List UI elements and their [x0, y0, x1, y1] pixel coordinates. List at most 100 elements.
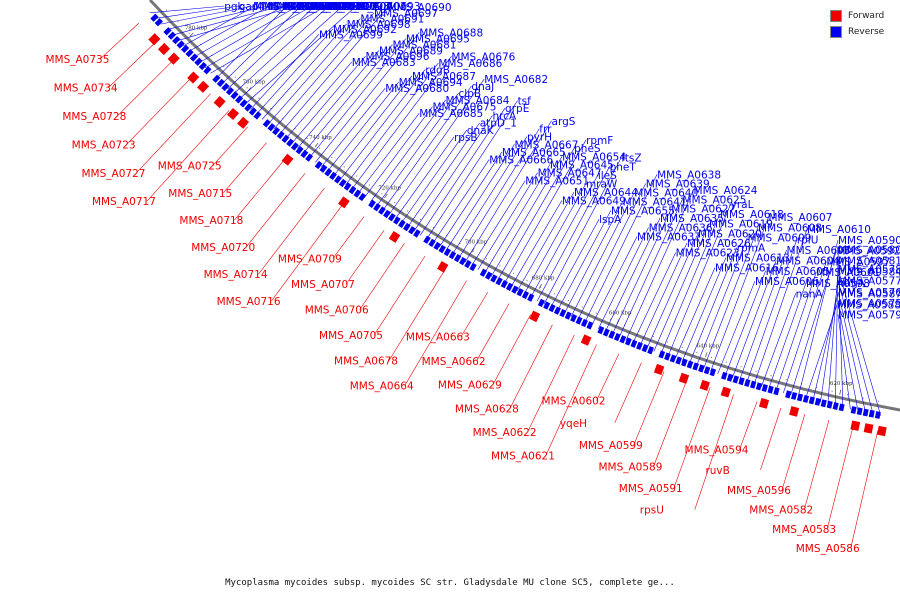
gene-label: MMS_A0636 — [649, 222, 713, 234]
reverse-feature — [358, 192, 367, 202]
gene-label: MMS_A0678 — [334, 356, 398, 368]
gene-label: MMS_A0690 — [388, 2, 452, 14]
gene-label: MMS_A0581 — [838, 255, 900, 267]
minor-tick — [234, 76, 236, 78]
gene-label: MMS_A0667 — [514, 139, 578, 151]
label-leader-line — [345, 229, 385, 285]
gene-label: MMS_A0666 — [489, 154, 553, 166]
reverse-feature — [393, 216, 401, 225]
label-leader-line — [333, 75, 413, 177]
label-leader-line — [760, 407, 782, 471]
label-leader-line — [790, 250, 837, 396]
reverse-feature — [343, 182, 352, 191]
label-leader-line — [357, 113, 420, 195]
label-leader-line — [477, 172, 538, 270]
gene-label: dnaJ — [471, 81, 494, 93]
gene-label: MMS_A0589 — [598, 462, 662, 474]
reverse-feature — [548, 303, 556, 313]
minor-tick — [847, 394, 849, 396]
label-leader-line — [781, 414, 806, 491]
reverse-feature — [469, 262, 477, 272]
reverse-feature — [773, 387, 780, 396]
label-leader-line — [557, 210, 612, 311]
label-leader-line — [267, 18, 361, 125]
gene-label: MMS_A0700 — [329, 1, 393, 13]
minor-tick — [595, 312, 597, 314]
label-leader-line — [108, 41, 157, 88]
reverse-feature — [198, 61, 207, 71]
minor-tick — [223, 65, 225, 67]
minor-tick — [553, 293, 555, 295]
label-leader-line — [117, 59, 175, 117]
reverse-feature — [613, 332, 621, 342]
label-leader-line — [187, 5, 270, 53]
label-leader-line — [667, 203, 731, 357]
reverse-feature — [180, 44, 190, 53]
label-leader-line — [827, 271, 839, 405]
reverse-feature — [553, 306, 561, 315]
reverse-feature — [338, 178, 347, 188]
tick-mark — [314, 142, 319, 148]
reverse-feature — [686, 360, 694, 369]
gene-label: MMS_A0647 — [538, 168, 602, 180]
forward-feature — [388, 231, 401, 243]
label-leader-line — [458, 128, 540, 259]
label-leader-line — [438, 151, 503, 248]
gene-label: MMS_A0616 — [715, 262, 779, 274]
reverse-feature — [802, 394, 809, 403]
tick-mark — [839, 389, 842, 395]
tick-label: 740 kbp — [309, 135, 332, 141]
label-leader-line — [351, 56, 452, 190]
reverse-feature — [225, 87, 235, 96]
gene-label: MMS_A0590 — [838, 235, 900, 247]
gene-label: MMS_A0693 — [356, 1, 420, 13]
reverse-feature — [185, 49, 194, 58]
gene-label: MMS_A0686 — [438, 58, 502, 70]
gene-label: MMS_A0578 — [838, 264, 900, 276]
label-leader-line — [724, 270, 766, 377]
reverse-feature — [348, 185, 357, 195]
label-leader-line — [484, 164, 551, 274]
gene-label: MMS_A0649 — [562, 196, 626, 208]
label-leader-line — [303, 44, 393, 154]
gene-label: MMS_A0602 — [542, 396, 606, 408]
label-leader-line — [476, 303, 510, 361]
forward-feature — [148, 33, 161, 46]
minor-tick — [785, 379, 787, 381]
gene-label: MMS_A0718 — [179, 215, 243, 227]
reverse-feature — [248, 107, 257, 116]
reverse-feature — [286, 138, 295, 147]
label-leader-line — [527, 334, 575, 433]
gene-label: MMS_A0735 — [45, 54, 109, 66]
reverse-feature — [868, 409, 875, 418]
minor-tick — [433, 227, 435, 229]
gene-label: MMS_A0712 — [284, 1, 348, 13]
label-leader-line — [234, 158, 286, 221]
label-leader-line — [695, 237, 748, 367]
minor-tick — [567, 300, 569, 302]
label-leader-line — [199, 5, 299, 63]
gene-label: MMS_A0682 — [484, 74, 548, 86]
label-leader-line — [543, 157, 622, 305]
reverse-feature — [490, 274, 498, 283]
tick-mark — [189, 32, 194, 37]
gene-label: MMS_A0608 — [758, 222, 822, 234]
gene-label: dnaK — [467, 125, 495, 137]
tick-label: 660 kbp — [609, 311, 632, 317]
gene-label: MMS_A0664 — [350, 381, 414, 393]
minor-tick — [420, 218, 422, 220]
reverse-feature — [630, 339, 638, 348]
label-leader-line — [419, 107, 506, 236]
reverse-feature — [575, 316, 583, 325]
gene-label: MMS_A0603 — [787, 245, 851, 257]
reverse-feature — [709, 368, 717, 377]
label-leader-line — [797, 239, 839, 398]
minor-tick — [609, 318, 611, 320]
minor-tick — [526, 279, 528, 281]
reverse-feature — [521, 290, 529, 300]
reverse-feature — [319, 164, 328, 173]
label-leader-line — [717, 280, 756, 374]
gene-label: MMS_A0717 — [92, 196, 156, 208]
minor-tick — [740, 366, 742, 368]
minor-tick — [696, 351, 698, 353]
